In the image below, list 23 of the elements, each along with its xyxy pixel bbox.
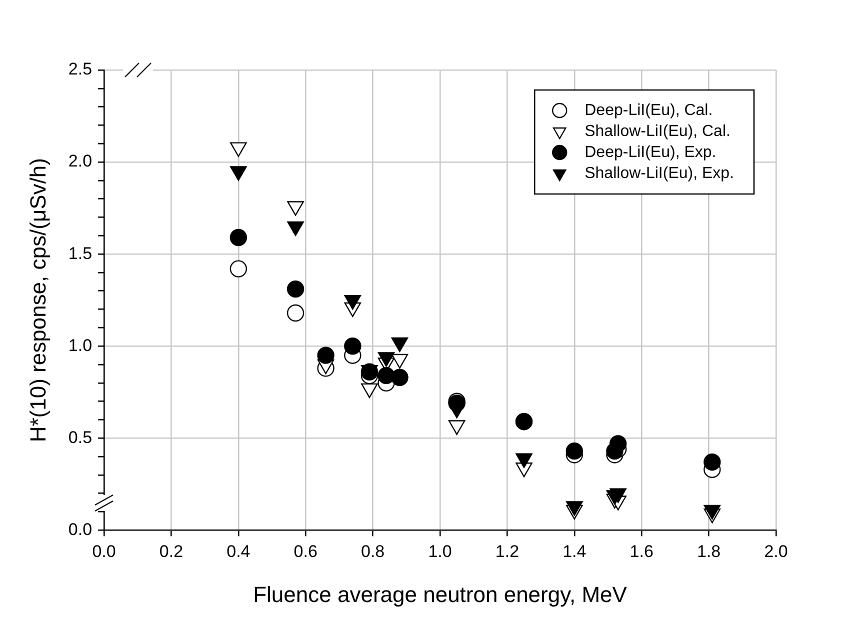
x-tick-label: 0.0 (92, 542, 116, 562)
legend-label: Deep-LiI(Eu), Exp. (584, 144, 716, 161)
x-tick-label: 0.6 (294, 542, 318, 562)
x-axis-title: Fluence average neutron energy, MeV (253, 582, 628, 607)
y-tick-label: 2.5 (68, 60, 92, 79)
legend-label: Deep-LiI(Eu), Cal. (584, 102, 713, 119)
x-tick-label: 0.2 (159, 542, 184, 562)
y-axis-title: H*(10) response, cps/(μSv/h) (25, 158, 50, 442)
x-tick-label: 1.2 (495, 542, 520, 562)
y-tick-label: 2.0 (68, 152, 92, 171)
x-tick-label: 1.0 (428, 542, 452, 562)
x-tick-label: 1.4 (562, 542, 586, 562)
legend-label: Shallow-LiI(Eu), Exp. (584, 164, 734, 182)
x-tick-label: 0.4 (226, 542, 250, 562)
y-tick-label: 0.0 (68, 520, 92, 539)
x-tick-label: 2.0 (764, 542, 788, 562)
legend-label: Shallow-LiI(Eu), Cal. (584, 122, 730, 140)
x-tick-label: 1.8 (696, 542, 721, 562)
y-tick-label: 1.0 (68, 336, 92, 355)
x-tick-label: 1.6 (630, 542, 654, 562)
x-tick-label: 0.8 (361, 542, 385, 562)
y-tick-label: 1.5 (68, 244, 92, 263)
y-tick-label: 0.5 (68, 428, 92, 447)
